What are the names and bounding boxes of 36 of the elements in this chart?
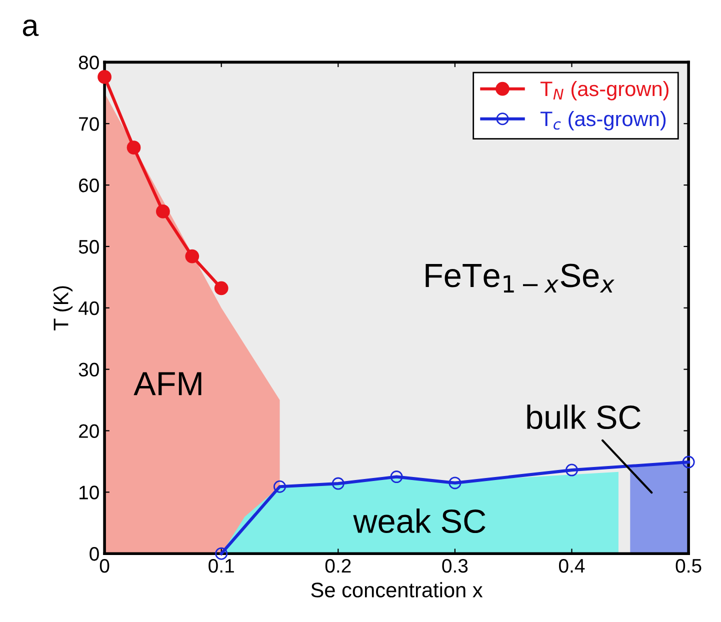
y-tick-label: 0: [90, 547, 99, 561]
point: [185, 249, 200, 264]
x-tick-label: 0.2: [325, 558, 351, 573]
y-tick-label: 10: [80, 486, 99, 500]
annotation: AFM: [134, 372, 202, 396]
annotation: bulk SC: [527, 404, 641, 430]
y-tick-label: 40: [78, 301, 99, 316]
point: [215, 547, 228, 560]
point: [448, 476, 462, 490]
y-axis-title: T (K): [53, 286, 72, 330]
y-tick-label: 70: [79, 117, 99, 131]
x-tick-label: 0.3: [442, 558, 468, 573]
text: a: [22, 19, 39, 36]
y-tick-label: 80: [78, 56, 99, 70]
x-tick-label: 0.4: [559, 558, 585, 573]
point: [126, 140, 141, 155]
point: [98, 70, 112, 84]
point: [156, 204, 170, 218]
legend-label: T$_{N}$ (as-grown): [540, 80, 668, 100]
annotation: FeTe$_{1−x}$Se$_{x}$: [426, 264, 614, 292]
y-tick-label: 20: [79, 424, 99, 438]
annotation: weak SC: [353, 508, 486, 534]
point: [274, 480, 286, 493]
point: [682, 456, 695, 468]
x-tick-label: 0: [100, 558, 110, 573]
y-tick-label: 50: [78, 240, 99, 254]
y-tick-label: 60: [79, 178, 99, 192]
x-tick-label: 0.1: [208, 558, 234, 573]
x-axis-title: Se concentration x: [311, 582, 483, 598]
point: [566, 464, 578, 476]
y-tick-label: 30: [78, 362, 99, 377]
point: [214, 281, 228, 296]
point: [390, 470, 403, 484]
legend-label: T$_{c}$ (as-grown): [540, 110, 666, 130]
x-tick-label: 0.5: [676, 558, 702, 573]
point: [332, 477, 344, 490]
